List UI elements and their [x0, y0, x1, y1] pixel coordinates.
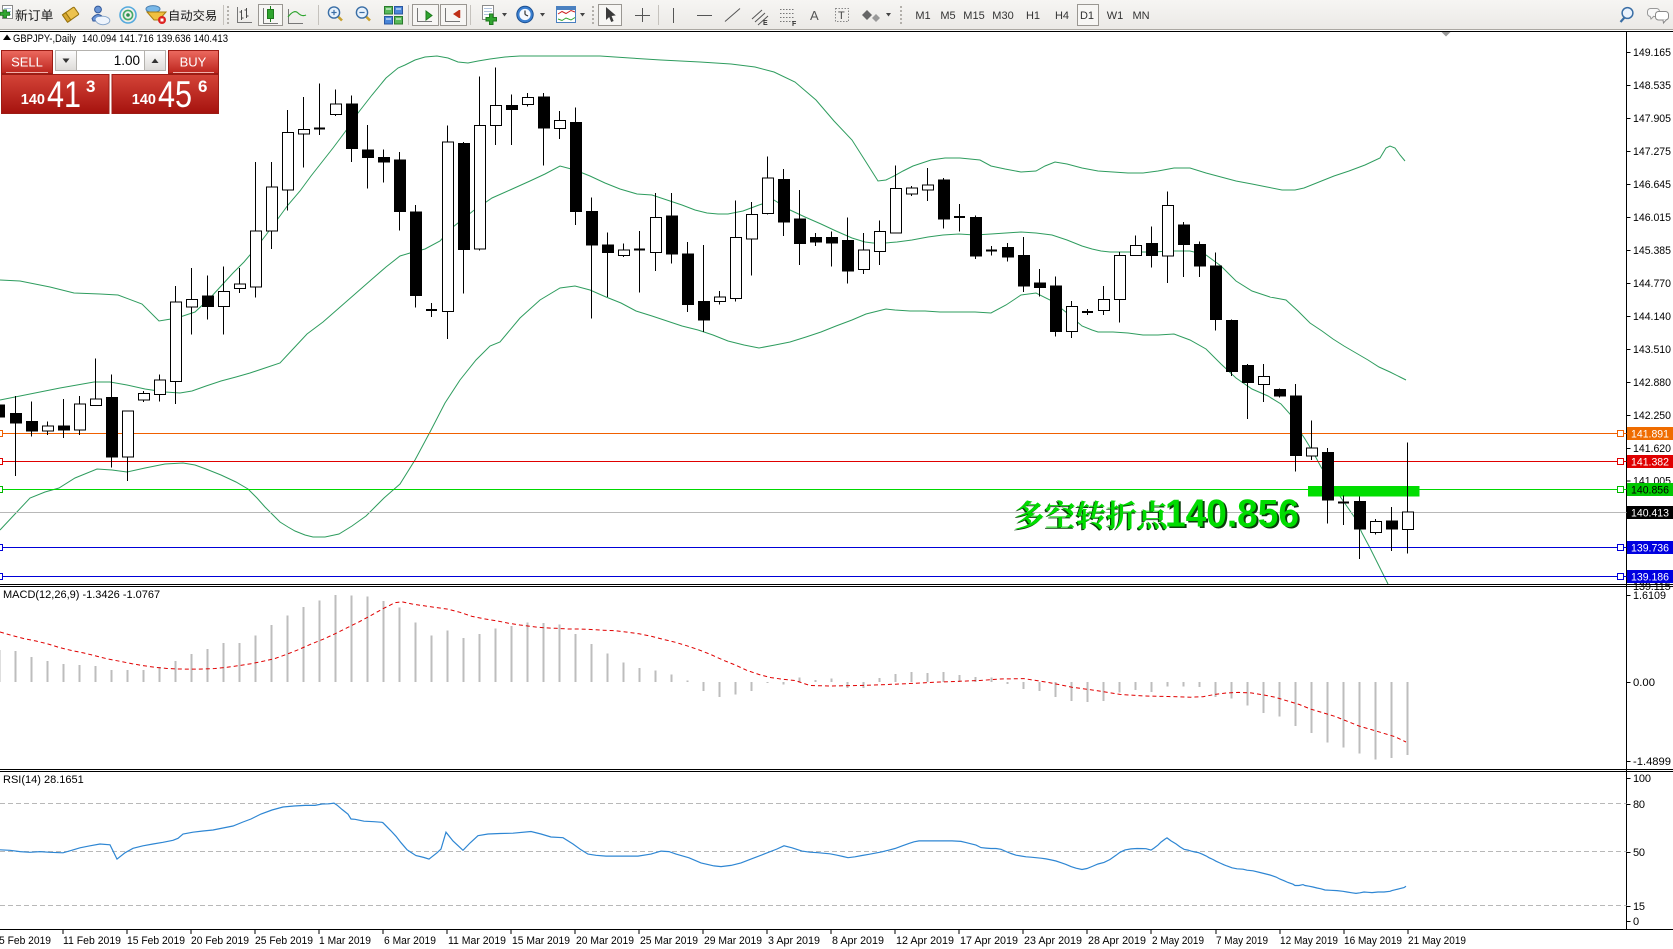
svg-text:142.250: 142.250: [1633, 410, 1671, 422]
svg-text:15: 15: [1633, 901, 1645, 913]
svg-text:16 May 2019: 16 May 2019: [1344, 935, 1402, 947]
svg-text:H1: H1: [1026, 10, 1040, 22]
svg-text:50: 50: [1633, 847, 1645, 859]
svg-text:100: 100: [1633, 773, 1651, 785]
svg-text:139.186: 139.186: [1631, 572, 1669, 584]
svg-text:15 Feb 2019: 15 Feb 2019: [127, 935, 185, 947]
svg-text:2 May 2019: 2 May 2019: [1152, 935, 1204, 947]
svg-text:5 Feb 2019: 5 Feb 2019: [0, 935, 51, 947]
svg-text:25 Mar 2019: 25 Mar 2019: [640, 935, 698, 947]
svg-text:142.880: 142.880: [1633, 377, 1671, 389]
svg-text:MACD(12,26,9) -1.3426 -1.0767: MACD(12,26,9) -1.3426 -1.0767: [3, 589, 160, 601]
svg-text:11 Mar 2019: 11 Mar 2019: [448, 935, 506, 947]
svg-text:23 Apr 2019: 23 Apr 2019: [1024, 935, 1082, 947]
svg-text:H4: H4: [1055, 10, 1069, 22]
svg-text:45: 45: [158, 74, 192, 115]
svg-text:SELL: SELL: [11, 55, 43, 70]
svg-text:T: T: [838, 10, 845, 22]
svg-text:146.015: 146.015: [1633, 212, 1671, 224]
svg-text:146.645: 146.645: [1633, 179, 1671, 191]
svg-text:12 May 2019: 12 May 2019: [1280, 935, 1338, 947]
svg-text:140.094 141.716 139.636 140.41: 140.094 141.716 139.636 140.413: [82, 33, 228, 45]
svg-text:M15: M15: [963, 10, 984, 22]
svg-text:41: 41: [47, 74, 81, 115]
svg-text:RSI(14) 28.1651: RSI(14) 28.1651: [3, 774, 84, 786]
svg-text:144.770: 144.770: [1633, 278, 1671, 290]
svg-text:28 Apr 2019: 28 Apr 2019: [1088, 935, 1146, 947]
svg-text:E: E: [763, 20, 768, 27]
svg-text:6: 6: [198, 77, 207, 96]
svg-text:F: F: [792, 21, 797, 28]
svg-text:1.6109: 1.6109: [1633, 590, 1666, 602]
svg-text:140.856: 140.856: [1167, 494, 1301, 537]
svg-text:-1.4899: -1.4899: [1633, 756, 1671, 768]
svg-text:140.856: 140.856: [1631, 485, 1669, 497]
svg-text:0.00: 0.00: [1633, 677, 1655, 689]
svg-text:143.510: 143.510: [1633, 344, 1671, 356]
svg-text:BUY: BUY: [180, 55, 207, 70]
svg-text:3: 3: [86, 77, 95, 96]
svg-text:11 Feb 2019: 11 Feb 2019: [63, 935, 121, 947]
svg-text:80: 80: [1633, 799, 1645, 811]
svg-text:139.736: 139.736: [1631, 543, 1669, 555]
svg-text:0: 0: [1633, 916, 1639, 928]
svg-text:15 Mar 2019: 15 Mar 2019: [512, 935, 570, 947]
svg-text:12 Apr 2019: 12 Apr 2019: [896, 935, 954, 947]
svg-text:W1: W1: [1107, 10, 1124, 22]
svg-text:D1: D1: [1080, 10, 1094, 22]
svg-text:149.165: 149.165: [1633, 47, 1671, 59]
svg-text:140: 140: [132, 92, 156, 108]
svg-text:M30: M30: [992, 10, 1013, 22]
svg-text:20 Feb 2019: 20 Feb 2019: [191, 935, 249, 947]
svg-text:141.891: 141.891: [1631, 429, 1669, 441]
svg-text:MN: MN: [1132, 10, 1149, 22]
svg-text:145.385: 145.385: [1633, 245, 1671, 257]
svg-text:1 Mar 2019: 1 Mar 2019: [319, 935, 371, 947]
svg-text:140.413: 140.413: [1631, 508, 1669, 520]
svg-text:148.535: 148.535: [1633, 80, 1671, 92]
svg-text:M5: M5: [940, 10, 955, 22]
svg-text:144.140: 144.140: [1633, 311, 1671, 323]
svg-text:A: A: [810, 8, 819, 23]
svg-text:141.382: 141.382: [1631, 457, 1669, 469]
svg-text:M1: M1: [915, 10, 930, 22]
svg-text:17 Apr 2019: 17 Apr 2019: [960, 935, 1018, 947]
svg-text:29 Mar 2019: 29 Mar 2019: [704, 935, 762, 947]
svg-text:6 Mar 2019: 6 Mar 2019: [384, 935, 436, 947]
svg-text:GBPJPY-,Daily: GBPJPY-,Daily: [13, 33, 76, 45]
svg-text:1.00: 1.00: [114, 53, 140, 68]
svg-text:21 May 2019: 21 May 2019: [1408, 935, 1466, 947]
svg-text:3 Apr 2019: 3 Apr 2019: [768, 935, 820, 947]
svg-text:140: 140: [21, 92, 45, 108]
svg-text:25 Feb 2019: 25 Feb 2019: [255, 935, 313, 947]
svg-text:140.856: 140.856: [1165, 493, 1299, 536]
svg-text:147.905: 147.905: [1633, 113, 1671, 125]
svg-text:7 May 2019: 7 May 2019: [1216, 935, 1268, 947]
svg-text:141.620: 141.620: [1633, 443, 1671, 455]
svg-text:8 Apr 2019: 8 Apr 2019: [832, 935, 884, 947]
svg-text:147.275: 147.275: [1633, 146, 1671, 158]
svg-text:20 Mar 2019: 20 Mar 2019: [576, 935, 634, 947]
